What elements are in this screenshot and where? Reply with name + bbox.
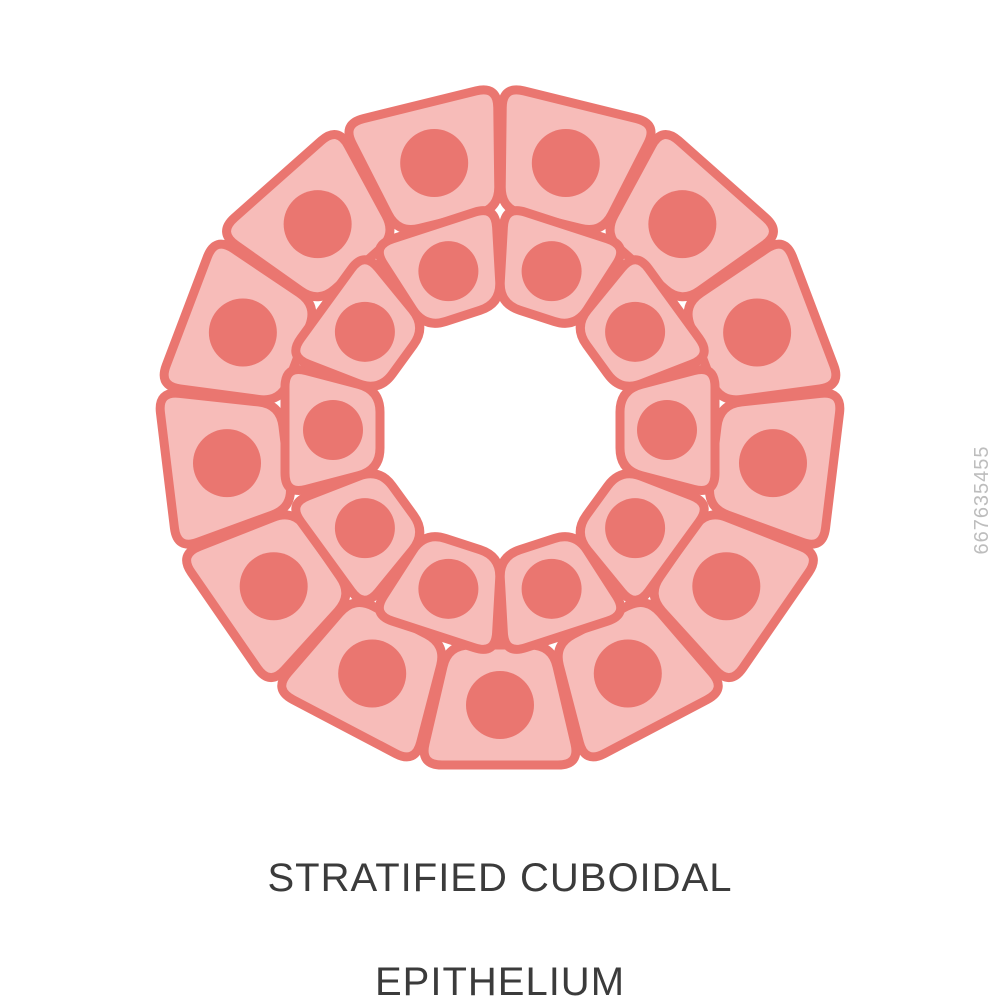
cell-nucleus xyxy=(466,671,534,739)
diagram-caption: STRATIFIED CUBOIDAL EPITHELIUM xyxy=(268,800,733,1008)
cell-nucleus xyxy=(648,190,716,258)
watermark-text: 667635455 xyxy=(971,445,994,554)
cell-nucleus xyxy=(605,498,665,558)
caption-line-1: STRATIFIED CUBOIDAL xyxy=(268,856,733,900)
caption-line-2: EPITHELIUM xyxy=(375,960,625,1004)
cell-nucleus xyxy=(335,498,395,558)
figure-container: STRATIFIED CUBOIDAL EPITHELIUM 667635455 xyxy=(0,0,1000,1000)
cell-nucleus xyxy=(418,241,478,301)
cell-nucleus xyxy=(605,302,665,362)
cell-nucleus xyxy=(418,559,478,619)
cell-nucleus xyxy=(335,302,395,362)
cell-ring-svg xyxy=(150,80,850,780)
cell-nucleus xyxy=(532,129,600,197)
inner-cell-ring xyxy=(285,211,715,650)
cell-nucleus xyxy=(338,640,406,708)
cell-nucleus xyxy=(522,241,582,301)
cell-nucleus xyxy=(303,400,363,460)
epithelium-diagram xyxy=(150,80,850,780)
cell-nucleus xyxy=(209,298,277,366)
cell-nucleus xyxy=(522,559,582,619)
cell-nucleus xyxy=(240,552,308,620)
cell-nucleus xyxy=(284,190,352,258)
cell-nucleus xyxy=(400,129,468,197)
cell-nucleus xyxy=(193,429,261,497)
cell-nucleus xyxy=(739,429,807,497)
cell-nucleus xyxy=(692,552,760,620)
cell-nucleus xyxy=(594,640,662,708)
cell-nucleus xyxy=(723,298,791,366)
cell-nucleus xyxy=(637,400,697,460)
outer-cell-ring xyxy=(160,90,840,765)
